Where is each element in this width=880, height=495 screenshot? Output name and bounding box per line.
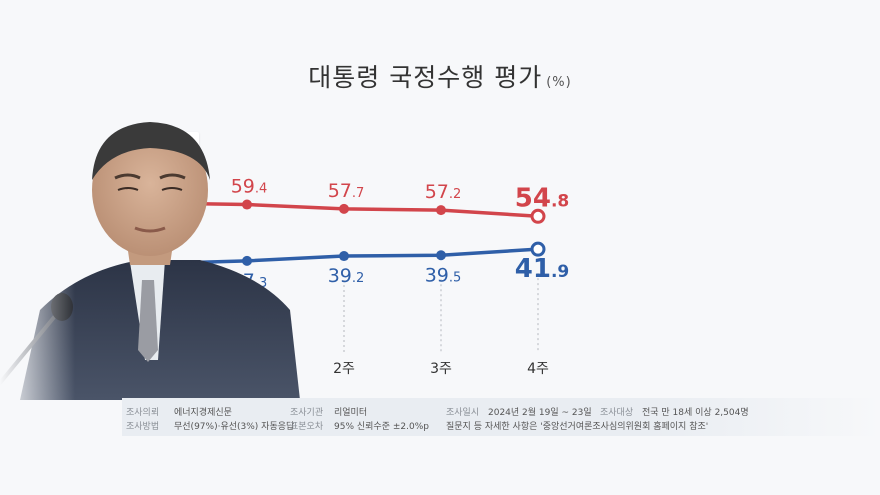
negative-point bbox=[436, 205, 446, 216]
x-tick-label: 4주 bbox=[527, 361, 549, 377]
x-tick-label: 3주 bbox=[430, 361, 452, 377]
positive-point bbox=[530, 241, 546, 257]
info-value: 전국 만 18세 이상 2,504명 bbox=[642, 408, 749, 418]
positive-point bbox=[436, 250, 446, 261]
info-key: 조사의뢰 bbox=[126, 408, 160, 418]
info-value: 무선(97%)·유선(3%) 자동응답 bbox=[174, 422, 295, 432]
info-value: 에너지경제신문 bbox=[174, 408, 232, 418]
title-unit: (%) bbox=[546, 75, 572, 90]
positive-data-label: 41.9 bbox=[515, 254, 569, 284]
positive-data-label: 39.2 bbox=[328, 265, 365, 287]
info-key: 조사대상 bbox=[600, 408, 634, 418]
info-key: 표본오차 bbox=[290, 422, 324, 432]
x-tick-label: 2주 bbox=[333, 361, 355, 377]
info-value: 질문지 등 자세한 사항은 '중앙선거여론조사심의위원회 홈페이지 참조' bbox=[446, 422, 709, 432]
info-value: 95% 신뢰수준 ±2.0%p bbox=[334, 422, 429, 432]
info-value: 2024년 2월 19일 ~ 23일 bbox=[488, 408, 592, 418]
president-photo bbox=[0, 110, 300, 400]
negative-data-label: 54.8 bbox=[515, 183, 569, 213]
positive-point bbox=[339, 251, 349, 262]
negative-data-label: 57.7 bbox=[328, 180, 365, 202]
info-key: 조사방법 bbox=[126, 422, 160, 432]
info-value: 리얼미터 bbox=[334, 408, 368, 418]
survey-info: 조사의뢰 에너지경제신문 조사기관 리얼미터 조사일시 2024년 2월 19일… bbox=[122, 398, 880, 436]
negative-point bbox=[339, 203, 349, 214]
title-text: 대통령 국정수행 평가 bbox=[308, 63, 543, 92]
info-key: 조사기관 bbox=[290, 408, 324, 418]
info-key: 조사일시 bbox=[446, 408, 480, 418]
negative-point bbox=[530, 208, 546, 224]
negative-data-label: 57.2 bbox=[425, 181, 462, 203]
chart-title: 대통령 국정수행 평가 (%) bbox=[0, 58, 880, 94]
positive-data-label: 39.5 bbox=[425, 264, 462, 286]
